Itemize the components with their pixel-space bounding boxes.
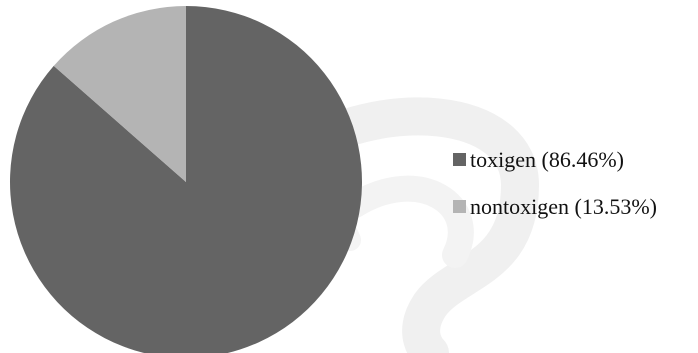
legend-label-toxigen: toxigen (86.46%): [470, 147, 624, 172]
legend-swatch-nontoxigen: [453, 200, 466, 213]
pie-slice-nontoxigen: [53, 6, 186, 182]
pie-slice-toxigen: [10, 6, 362, 353]
legend-label-nontoxigen: nontoxigen (13.53%): [470, 194, 657, 219]
legend-swatch-toxigen: [453, 153, 466, 166]
pie-slices: [10, 6, 362, 353]
legend: toxigen (86.46%) nontoxigen (13.53%): [453, 147, 657, 219]
